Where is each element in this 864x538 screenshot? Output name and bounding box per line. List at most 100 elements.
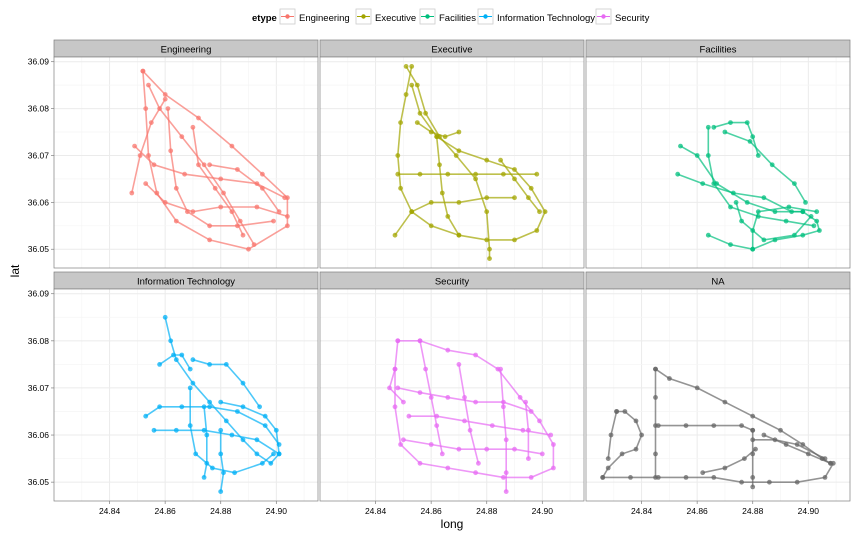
data-point xyxy=(204,432,210,438)
legend-item-engineering: Engineering xyxy=(279,8,350,25)
data-point xyxy=(417,390,423,395)
data-point xyxy=(401,399,406,405)
x-axis-label: long xyxy=(441,517,464,531)
data-point xyxy=(694,385,700,391)
data-point xyxy=(705,153,711,158)
legend-key-point xyxy=(285,14,290,19)
data-point xyxy=(811,223,817,229)
data-point xyxy=(232,470,238,476)
data-point xyxy=(605,456,611,461)
data-point xyxy=(212,185,218,191)
panel-facilities: Facilities xyxy=(585,39,851,269)
grid xyxy=(586,57,850,268)
data-point xyxy=(747,139,753,144)
y-tick-label: 36.09 xyxy=(28,57,50,67)
y-tick-label: 36.07 xyxy=(28,383,50,393)
data-point xyxy=(739,423,744,428)
data-point xyxy=(187,385,193,391)
plot-area xyxy=(586,57,850,268)
data-point xyxy=(467,427,473,433)
data-point xyxy=(683,423,689,428)
x-tick-label: 24.84 xyxy=(99,506,121,516)
data-point xyxy=(456,446,462,452)
data-point xyxy=(146,153,151,158)
y-tick-label: 36.08 xyxy=(28,104,50,114)
y-tick-label: 36.08 xyxy=(28,336,50,346)
data-point xyxy=(168,338,174,344)
data-point xyxy=(218,204,224,210)
data-point xyxy=(395,385,401,391)
data-point xyxy=(417,460,423,466)
data-point xyxy=(207,362,213,367)
data-point xyxy=(534,228,540,233)
data-point xyxy=(395,338,401,344)
facet-strip-label: Executive xyxy=(431,45,472,56)
data-point xyxy=(439,190,445,196)
data-point xyxy=(473,352,478,358)
data-point xyxy=(528,475,534,480)
data-point xyxy=(526,456,531,461)
data-point xyxy=(445,347,451,353)
data-point xyxy=(537,209,542,215)
data-point xyxy=(129,190,135,196)
data-point xyxy=(151,162,157,168)
data-point xyxy=(240,437,246,443)
grid xyxy=(54,289,318,501)
data-point xyxy=(434,134,440,140)
data-point xyxy=(403,92,409,97)
data-point xyxy=(162,200,168,205)
x-tick-label: 24.88 xyxy=(476,506,498,516)
data-point xyxy=(428,223,434,229)
panel-border xyxy=(319,288,585,502)
data-point xyxy=(414,82,420,88)
trajectory-line xyxy=(602,410,643,478)
data-point xyxy=(619,451,625,457)
data-point xyxy=(207,223,213,229)
panel-na: NA 24.84 24.86 24.88 24.90 xyxy=(585,271,851,516)
data-point xyxy=(428,129,434,135)
data-point xyxy=(520,427,526,433)
data-point xyxy=(173,427,179,433)
data-point xyxy=(151,427,157,433)
data-point xyxy=(132,143,138,149)
data-point xyxy=(512,237,517,243)
data-point xyxy=(221,190,226,196)
data-point xyxy=(168,148,174,154)
data-point xyxy=(503,470,509,476)
data-point xyxy=(137,153,143,158)
data-point xyxy=(605,465,611,471)
data-point xyxy=(548,432,554,438)
data-point xyxy=(683,475,689,480)
data-point xyxy=(755,153,761,158)
series-executive xyxy=(392,64,548,261)
data-point xyxy=(260,171,265,177)
data-point xyxy=(822,475,828,480)
facet-strip-label: Engineering xyxy=(161,45,212,56)
data-point xyxy=(498,157,503,163)
data-point xyxy=(285,223,290,229)
data-point xyxy=(246,246,251,252)
data-point xyxy=(398,120,403,125)
data-point xyxy=(534,171,540,177)
data-point xyxy=(484,237,490,243)
panel-security: Security 24.84 24.86 24.88 24.90 xyxy=(319,271,585,516)
data-point xyxy=(667,376,672,381)
data-point xyxy=(817,228,822,233)
trajectory-line xyxy=(458,364,480,464)
panel-executive: Executive xyxy=(319,39,585,269)
data-point xyxy=(207,404,213,410)
data-point xyxy=(655,423,661,428)
data-point xyxy=(456,232,462,238)
data-point xyxy=(711,181,717,187)
data-point xyxy=(473,171,478,177)
data-point xyxy=(705,232,711,238)
data-point xyxy=(417,338,423,344)
data-point xyxy=(783,442,789,447)
data-point xyxy=(728,120,733,125)
data-point xyxy=(201,475,207,480)
data-point xyxy=(453,153,459,158)
facet-strip-label: Facilities xyxy=(700,45,737,56)
legend-items: Engineering Executive Facilities Informatio… xyxy=(279,8,650,25)
data-point xyxy=(201,404,207,410)
trajectory-line xyxy=(602,462,834,483)
